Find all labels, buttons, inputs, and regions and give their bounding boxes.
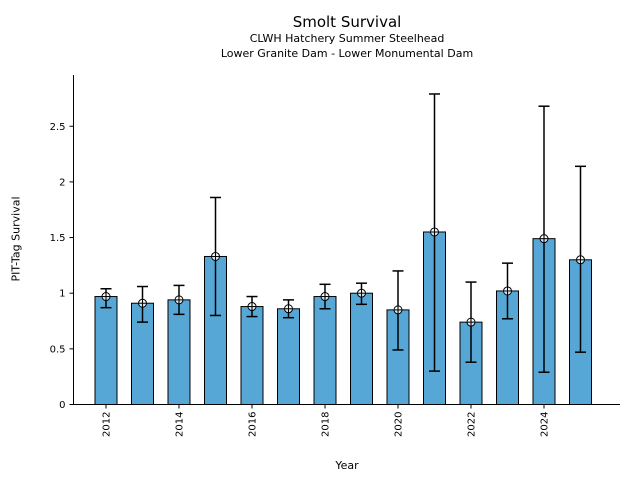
marker-2017 xyxy=(284,304,293,314)
x-tick-label-group-2012: 2012 xyxy=(102,412,113,437)
marker-2014 xyxy=(174,295,184,305)
bar-2018 xyxy=(313,296,337,405)
marker-2022 xyxy=(466,317,476,327)
x-axis-label: Year xyxy=(335,459,359,472)
marker-2016 xyxy=(247,302,257,312)
x-tick-label-group-2016: 2016 xyxy=(248,412,259,437)
y-tick-label-1: 1 xyxy=(59,289,65,300)
marker-2013 xyxy=(138,298,147,308)
x-tick-label-2022: 2022 xyxy=(467,412,478,437)
marker-2019 xyxy=(357,288,366,298)
y-tick-label-2.5: 2.5 xyxy=(50,122,66,133)
marker-2025 xyxy=(576,255,585,265)
bar-2019 xyxy=(350,292,373,406)
bar-2014 xyxy=(167,299,191,405)
y-tick-label-2: 2 xyxy=(59,177,65,188)
x-tick-label-2014: 2014 xyxy=(175,412,186,437)
x-tick-label-group-2022: 2022 xyxy=(467,412,478,437)
bar-2012 xyxy=(94,296,118,405)
marker-2021 xyxy=(430,227,439,237)
x-tick-label-group-2020: 2020 xyxy=(394,412,405,437)
y-tick-label-0.5: 0.5 xyxy=(50,344,66,355)
x-tick-label-group-2024: 2024 xyxy=(540,412,551,437)
x-tick-label-2024: 2024 xyxy=(540,412,551,437)
chart-subtitle-line2: Lower Granite Dam - Lower Monumental Dam xyxy=(220,47,474,60)
y-tick-label-1.5: 1.5 xyxy=(50,233,66,244)
x-tick-label-2016: 2016 xyxy=(248,412,259,437)
marker-2012 xyxy=(101,292,111,302)
marker-2023 xyxy=(503,286,512,296)
chart-subtitle-line1: CLWH Hatchery Summer Steelhead xyxy=(249,32,445,45)
x-tick-label-group-2018: 2018 xyxy=(321,412,332,437)
marker-2024 xyxy=(539,234,549,244)
marker-2015 xyxy=(211,251,220,261)
marker-2018 xyxy=(320,292,330,302)
x-tick-label-2018: 2018 xyxy=(321,412,332,437)
bar-2017 xyxy=(277,308,300,406)
y-tick-label-0: 0 xyxy=(59,400,65,411)
bar-2016 xyxy=(240,306,264,405)
chart-title: Smolt Survival xyxy=(292,13,402,31)
x-tick-label-group-2014: 2014 xyxy=(175,412,186,437)
marker-2020 xyxy=(393,305,403,315)
x-tick-label-2012: 2012 xyxy=(102,412,113,437)
x-tick-label-2020: 2020 xyxy=(394,412,405,437)
